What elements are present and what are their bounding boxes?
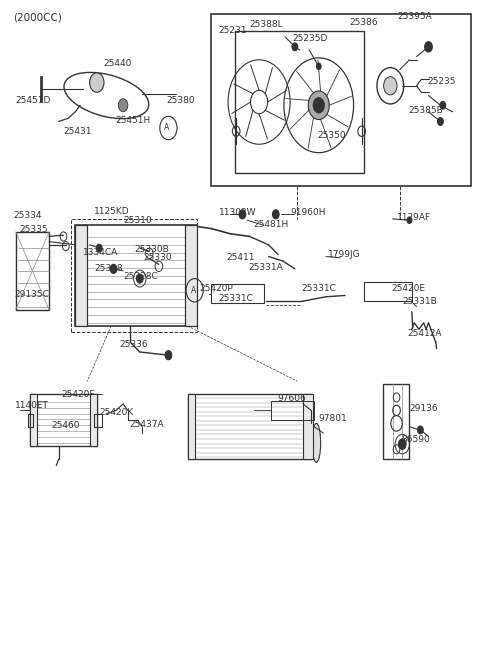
- Circle shape: [110, 264, 117, 273]
- Bar: [188, 394, 312, 459]
- Text: 25420F: 25420F: [61, 390, 95, 398]
- Text: 25385B: 25385B: [408, 106, 443, 115]
- Text: 1799JG: 1799JG: [328, 250, 361, 259]
- Bar: [39, 76, 42, 102]
- Circle shape: [90, 73, 104, 93]
- Text: 11302W: 11302W: [218, 208, 256, 217]
- Circle shape: [407, 217, 412, 224]
- Text: A: A: [191, 286, 196, 295]
- Text: 25330B: 25330B: [134, 245, 169, 254]
- Circle shape: [292, 43, 298, 51]
- Circle shape: [384, 77, 397, 95]
- Bar: [95, 413, 102, 426]
- Text: 25420E: 25420E: [392, 284, 426, 293]
- Bar: [271, 401, 314, 420]
- Text: 25231: 25231: [218, 26, 247, 35]
- Circle shape: [316, 63, 321, 70]
- Bar: [211, 14, 471, 186]
- Bar: [364, 282, 412, 301]
- Bar: [90, 394, 97, 446]
- Text: 25388L: 25388L: [250, 20, 283, 29]
- Text: 25451D: 25451D: [16, 96, 51, 104]
- Text: 25431: 25431: [63, 126, 92, 136]
- Circle shape: [239, 210, 246, 219]
- Circle shape: [440, 101, 446, 109]
- Bar: [16, 232, 49, 310]
- Text: 25331C: 25331C: [301, 284, 336, 293]
- Bar: [235, 31, 364, 173]
- Bar: [185, 226, 197, 326]
- Bar: [75, 226, 87, 326]
- Text: 25460: 25460: [51, 421, 80, 430]
- Text: 1125KD: 1125KD: [95, 207, 130, 216]
- Bar: [383, 385, 409, 459]
- Text: 29135C: 29135C: [15, 290, 49, 299]
- Text: 25420K: 25420K: [99, 408, 133, 417]
- Circle shape: [308, 91, 329, 119]
- Text: 25380: 25380: [166, 96, 195, 104]
- Text: 25328C: 25328C: [123, 271, 158, 280]
- Text: 25334: 25334: [13, 211, 42, 220]
- Text: 25437A: 25437A: [129, 420, 164, 429]
- Bar: [75, 226, 197, 326]
- Text: 25331A: 25331A: [249, 263, 283, 272]
- Bar: [30, 394, 37, 446]
- Circle shape: [165, 351, 172, 360]
- Text: 25350: 25350: [318, 131, 347, 140]
- Text: 25336: 25336: [120, 340, 148, 349]
- Text: 25331C: 25331C: [218, 293, 253, 303]
- Text: 25235: 25235: [428, 78, 456, 87]
- Circle shape: [418, 426, 423, 434]
- Bar: [30, 394, 97, 446]
- Bar: [211, 284, 264, 303]
- Text: 25420P: 25420P: [199, 284, 233, 293]
- Text: 25310: 25310: [123, 216, 152, 226]
- Text: 25411: 25411: [227, 253, 255, 261]
- Circle shape: [425, 42, 432, 52]
- Circle shape: [313, 97, 324, 113]
- Circle shape: [398, 439, 406, 449]
- Bar: [303, 394, 312, 459]
- Text: 91960H: 91960H: [290, 208, 325, 217]
- Text: 1334CA: 1334CA: [83, 248, 118, 257]
- Circle shape: [118, 98, 128, 111]
- Text: 25335: 25335: [20, 226, 48, 235]
- Text: 25331B: 25331B: [402, 297, 437, 306]
- Text: 25440: 25440: [103, 59, 132, 68]
- Ellipse shape: [312, 423, 321, 462]
- Circle shape: [438, 117, 444, 125]
- Text: 97606: 97606: [277, 394, 306, 403]
- Text: 25386: 25386: [350, 18, 378, 27]
- Text: 25451H: 25451H: [115, 115, 150, 125]
- Text: 97801: 97801: [319, 413, 348, 422]
- Text: 25481H: 25481H: [253, 220, 288, 229]
- Circle shape: [273, 210, 279, 219]
- Text: 86590: 86590: [401, 435, 430, 444]
- Text: 25395A: 25395A: [397, 12, 432, 22]
- Text: 25318: 25318: [95, 263, 123, 273]
- Circle shape: [96, 244, 102, 252]
- Bar: [188, 394, 195, 459]
- Text: 29136: 29136: [409, 404, 438, 413]
- Text: 25330: 25330: [144, 254, 172, 262]
- Text: 1129AF: 1129AF: [396, 213, 431, 222]
- Text: 1140ET: 1140ET: [15, 401, 48, 409]
- Text: 25412A: 25412A: [407, 329, 442, 338]
- Text: 25235D: 25235D: [292, 34, 328, 43]
- Bar: [28, 413, 34, 426]
- Circle shape: [136, 274, 143, 283]
- Text: (2000CC): (2000CC): [13, 12, 62, 23]
- Text: A: A: [164, 123, 169, 132]
